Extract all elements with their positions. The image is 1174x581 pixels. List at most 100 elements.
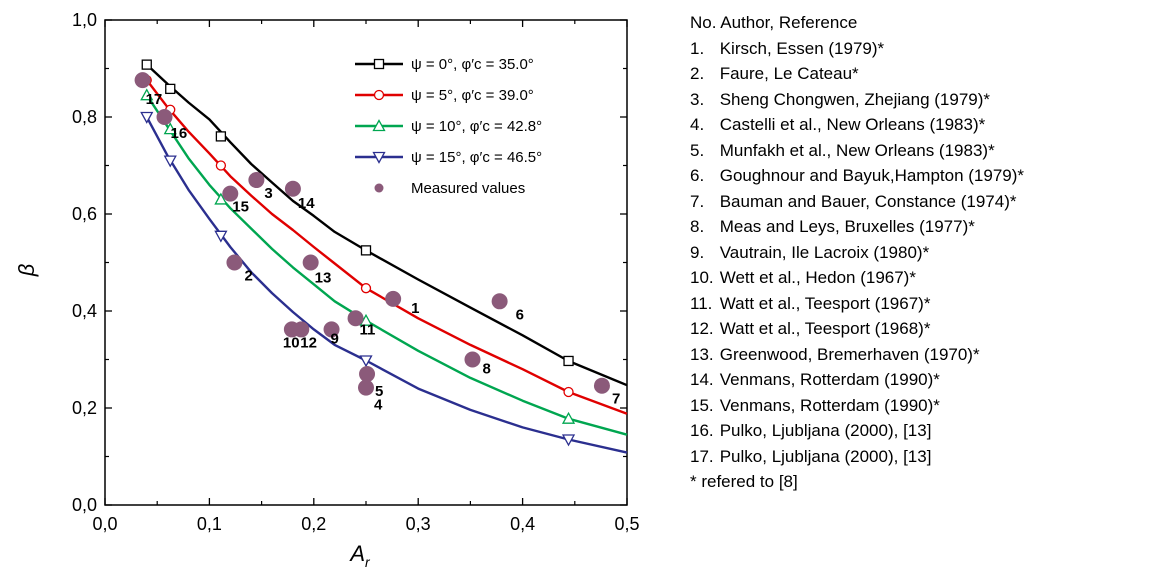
series-marker [561,434,576,447]
legend-entry: ψ = 10°, φ′c = 42.8° [355,118,542,135]
legend-label: ψ = 0°, φ′c = 35.0° [411,56,534,73]
measured-point-label: 3 [264,185,272,202]
series-marker [214,192,228,205]
reference-text: Watt et al., Teesport (1967)* [715,293,931,313]
reference-item: 16. Pulko, Ljubljana (2000), [13] [690,418,1170,444]
reference-item: 13. Greenwood, Bremerhaven (1970)* [690,342,1170,368]
legend-label: ψ = 10°, φ′c = 42.8° [411,118,542,135]
reference-number: 16. [690,421,714,440]
measured-point [284,180,301,197]
x-tick-label: 0,4 [510,514,535,534]
measured-point [248,172,265,189]
y-tick-label: 0,8 [72,107,97,127]
legend: ψ = 0°, φ′c = 35.0° ψ = 5°, φ′c = 39.0° ψ … [355,56,542,197]
y-tick-label: 0,6 [72,204,97,224]
x-tick-label: 0,3 [406,514,431,534]
series-marker [140,111,154,124]
measured-point-label: 9 [331,330,339,347]
reference-number: 3. [690,89,705,109]
legend-marker [372,151,386,164]
reference-item: 2. Faure, Le Cateau* [690,61,1170,87]
reference-number: 4. [690,115,705,134]
series-marker [561,411,576,424]
reference-number: 8. [690,217,705,236]
measured-point-label: 14 [298,195,315,212]
measured-point-label: 1 [411,300,419,317]
legend-label: ψ = 15°, φ′c = 46.5° [411,149,542,166]
reference-number: 1. [690,38,705,58]
x-tick-label: 0,2 [301,514,326,534]
series-marker [563,355,574,367]
reference-list-footnote: * refered to [8] [690,472,798,491]
reference-text: Venmans, Rotterdam (1990)* [715,370,940,389]
reference-text: Vautrain, Ile Lacroix (1980)* [715,242,930,262]
series-marker [163,155,177,168]
series-marker [360,245,372,256]
reference-text: Venmans, Rotterdam (1990)* [715,395,940,415]
reference-text: Kirsch, Essen (1979)* [715,38,885,58]
measured-point-label: 13 [315,270,332,287]
series-marker [360,283,372,294]
reference-number: 13. [690,344,714,364]
reference-number: 2. [690,64,705,83]
measured-point [385,290,402,307]
reference-item: 10. Wett et al., Hedon (1967)* [690,265,1170,291]
reference-text: Faure, Le Cateau* [715,64,859,83]
x-tick-label: 0,0 [92,514,117,534]
reference-text: Castelli et al., New Orleans (1983)* [715,115,986,134]
y-tick-label: 0,2 [72,398,97,418]
measured-point-label: 6 [516,306,524,323]
measured-point-label: 10 [283,334,300,351]
series-layer [140,59,628,454]
measured-point [359,366,376,383]
reference-number: 5. [690,140,705,160]
legend-marker [374,183,384,193]
reference-text: Goughnour and Bayuk,Hampton (1979)* [715,166,1025,185]
reference-text: Pulko, Ljubljana (2000), [13] [715,421,932,440]
reference-list: No. Author, Reference 1. Kirsch, Essen (… [690,10,1170,495]
measured-point [156,109,173,125]
measured-point-label: 15 [232,199,249,216]
measured-point-label: 12 [300,334,317,351]
measured-point [464,351,481,368]
reference-text: Watt et al., Teesport (1968)* [715,319,931,338]
series-marker [563,386,574,398]
series-line [145,63,628,387]
measured-point [222,185,239,202]
reference-number: 12. [690,319,714,338]
reference-number: 10. [690,268,714,287]
x-axis-ticks: 0,0 0,1 0,2 0,3 0,4 0,5 [92,20,640,534]
reference-number: 14. [690,370,714,389]
measured-point [302,254,319,271]
legend-entry: ψ = 5°, φ′c = 39.0° [355,87,534,104]
reference-item: 11. Watt et al., Teesport (1967)* [690,291,1170,317]
reference-number: 9. [690,242,705,262]
reference-number: 15. [690,395,714,415]
reference-number: 7. [690,191,705,211]
series-marker [214,230,228,243]
reference-number: 6. [690,166,705,185]
measured-point [593,377,610,394]
reference-item: 12. Watt et al., Teesport (1968)* [690,316,1170,342]
measured-point-label: 16 [171,125,188,142]
reference-item: 4. Castelli et al., New Orleans (1983)* [690,112,1170,138]
measured-point-label: 4 [374,397,383,414]
reference-text: Munfakh et al., New Orleans (1983)* [715,140,995,160]
reference-text: Wett et al., Hedon (1967)* [715,268,916,287]
legend-marker [373,58,385,70]
reference-text: Pulko, Ljubljana (2000), [13] [715,446,932,466]
series-line [145,79,628,415]
reference-item: 17. Pulko, Ljubljana (2000), [13] [690,444,1170,470]
legend-entry: ψ = 15°, φ′c = 46.5° [355,149,542,166]
series-line [145,116,628,454]
legend-entry: Measured values [374,180,525,197]
chart: 0,0 0,1 0,2 0,3 0,4 0,5 0,0 0,2 0,4 0,6 0,8 1,0 Ar… [14,10,640,570]
reference-text: Greenwood, Bremerhaven (1970)* [715,344,980,364]
x-tick-label: 0,5 [614,514,639,534]
series-marker [359,355,373,368]
measured-point-label: 8 [482,361,490,378]
series-marker [141,59,152,70]
reference-text: Sheng Chongwen, Zhejiang (1979)* [715,89,991,109]
series-marker [163,122,177,135]
measured-point [491,293,508,310]
